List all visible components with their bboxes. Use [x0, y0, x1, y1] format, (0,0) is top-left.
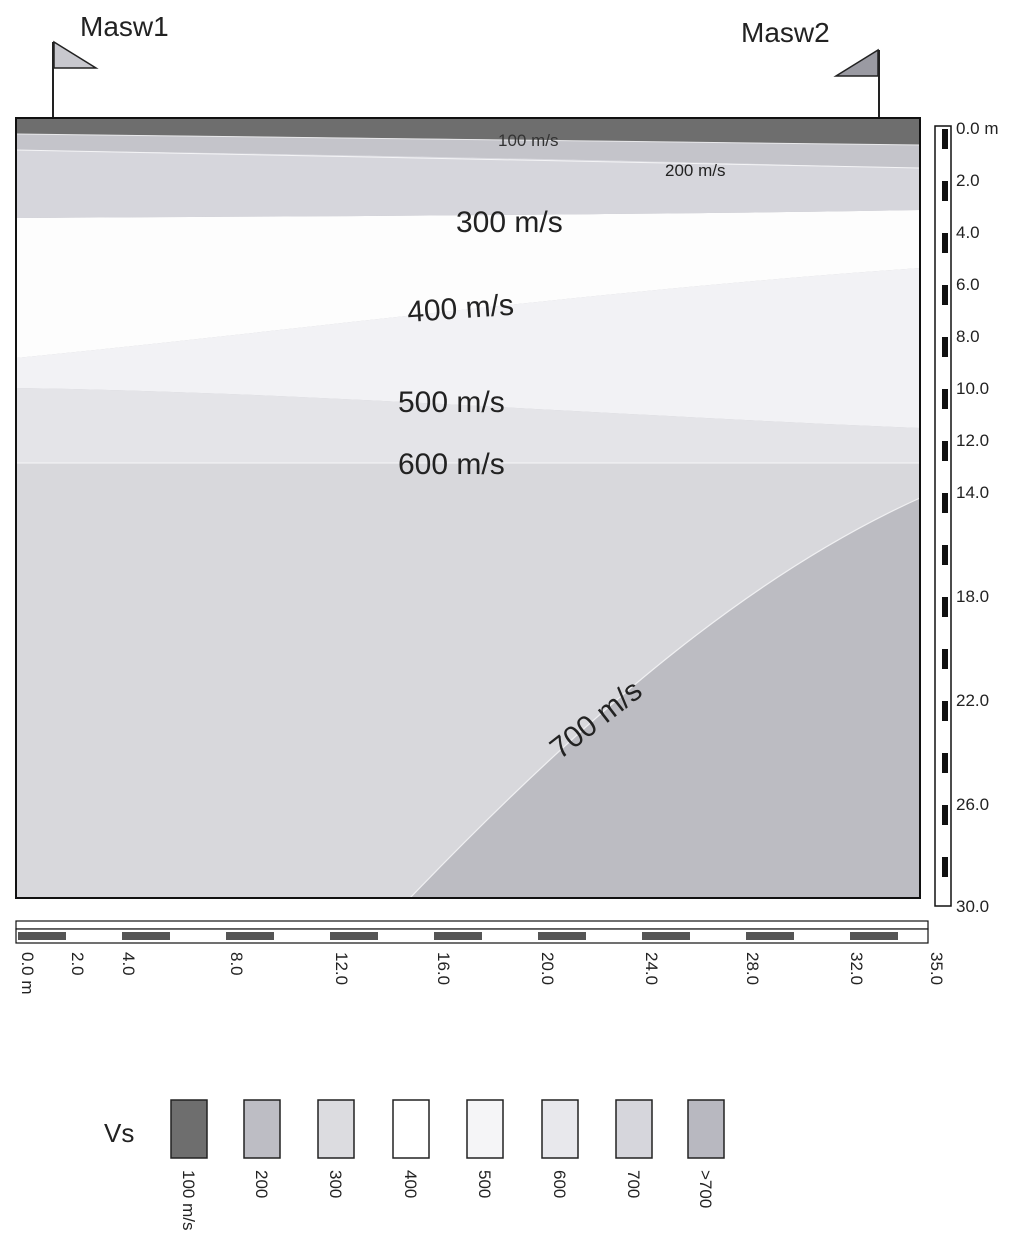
layer-700 [16, 463, 920, 898]
legend-swatch [541, 1099, 579, 1159]
section-panel: 100 m/s 200 m/s 300 m/s 400 m/s 500 m/s … [15, 117, 921, 899]
distance-tick-label: 16.0 [434, 952, 453, 985]
legend-swatch [687, 1099, 725, 1159]
legend-items: 100 m/s 200 300 400 500 600 700 >700 [170, 1099, 725, 1230]
depth-tick-label: 22.0 [956, 691, 989, 710]
section-frame [15, 117, 921, 899]
depth-tick-label: 0.0 m [956, 119, 999, 138]
depth-scale-segment [942, 441, 948, 461]
distance-tick-label: 8.0 [227, 952, 246, 976]
legend-title: Vs [104, 1118, 134, 1148]
depth-tick-label: 14.0 [956, 483, 989, 502]
distance-scale-segments [18, 932, 898, 940]
distance-scale-segment [538, 932, 586, 940]
depth-tick-label: 6.0 [956, 275, 980, 294]
legend-label: >700 [696, 1170, 715, 1208]
depth-scale-segment [942, 857, 948, 877]
distance-tick-label: 2.0 [68, 952, 87, 976]
distance-scale-segment [330, 932, 378, 940]
boundary-100-200 [15, 133, 921, 146]
depth-scale-segment [942, 233, 948, 253]
layer-label-200: 200 m/s [665, 161, 725, 180]
depth-scale-segment [942, 181, 948, 201]
layer-300 [16, 150, 920, 218]
depth-scale-segment [942, 701, 948, 721]
depth-scale: 0.0 m 2.0 4.0 6.0 8.0 10.0 12.0 14.0 18.0 22.0 26.… [934, 119, 999, 916]
legend-swatch [317, 1099, 355, 1159]
distance-scale: 0.0 m 2.0 4.0 8.0 12.0 16.0 20.0 24.0 28.0 32.0 35… [15, 920, 946, 995]
legend-swatch [170, 1099, 208, 1159]
layer-600 [16, 388, 920, 463]
depth-scale-segment [942, 285, 948, 305]
distance-scale-segment [434, 932, 482, 940]
depth-tick-label: 12.0 [956, 431, 989, 450]
distance-tick-label: 35.0 [927, 952, 946, 985]
distance-tick-label: 4.0 [119, 952, 138, 976]
layer-label-400: 400 m/s [406, 289, 515, 329]
layer-label-600: 600 m/s [398, 448, 505, 481]
layer-label-500: 500 m/s [398, 386, 505, 419]
legend: Vs 100 m/s 200 300 400 500 600 700 >700 [104, 1099, 725, 1230]
marker-masw2: Masw2 [741, 17, 880, 120]
legend-swatch [392, 1099, 430, 1159]
distance-tick-label: 28.0 [743, 952, 762, 985]
legend-swatch [466, 1099, 504, 1159]
legend-label: 300 [326, 1170, 345, 1198]
distance-scale-segment [18, 932, 66, 940]
depth-scale-segment [942, 545, 948, 565]
marker-masw1-flag-icon [53, 40, 99, 69]
layer-500 [16, 268, 920, 428]
distance-scale-top-strip [15, 920, 929, 930]
legend-swatch [243, 1099, 281, 1159]
distance-tick-label: 32.0 [847, 952, 866, 985]
legend-label: 400 [401, 1170, 420, 1198]
distance-tick-label: 0.0 m [18, 952, 37, 995]
depth-scale-segment [942, 805, 948, 825]
depth-tick-label: 2.0 [956, 171, 980, 190]
distance-tick-label: 20.0 [538, 952, 557, 985]
legend-label: 200 [252, 1170, 271, 1198]
depth-scale-segment [942, 389, 948, 409]
depth-scale-labels: 0.0 m 2.0 4.0 6.0 8.0 10.0 12.0 14.0 18.0 22.0 26.… [956, 119, 999, 916]
marker-masw1: Masw1 [52, 11, 169, 120]
distance-scale-segment [642, 932, 690, 940]
depth-scale-segment [942, 337, 948, 357]
distance-scale-segment [850, 932, 898, 940]
depth-tick-label: 26.0 [956, 795, 989, 814]
layer-label-100: 100 m/s [498, 131, 558, 150]
depth-scale-segment [942, 649, 948, 669]
depth-scale-segments [942, 129, 948, 877]
depth-scale-segment [942, 493, 948, 513]
legend-label: 100 m/s [179, 1170, 198, 1230]
distance-tick-label: 12.0 [332, 952, 351, 985]
depth-scale-segment [942, 129, 948, 149]
marker-masw2-label: Masw2 [741, 17, 830, 48]
layer-400 [16, 210, 920, 358]
marker-masw1-label: Masw1 [80, 11, 169, 42]
distance-scale-segment [746, 932, 794, 940]
distance-scale-segment [122, 932, 170, 940]
boundary-700-gt700 [409, 497, 921, 899]
depth-scale-segment [942, 597, 948, 617]
depth-tick-label: 10.0 [956, 379, 989, 398]
depth-tick-label: 18.0 [956, 587, 989, 606]
layer-label-300: 300 m/s [456, 206, 563, 239]
depth-tick-label: 30.0 [956, 897, 989, 916]
depth-tick-label: 4.0 [956, 223, 980, 242]
legend-swatch [615, 1099, 653, 1159]
depth-tick-label: 8.0 [956, 327, 980, 346]
legend-label: 500 [475, 1170, 494, 1198]
distance-scale-labels: 0.0 m 2.0 4.0 8.0 12.0 16.0 20.0 24.0 28.0 32.0 35… [18, 952, 946, 995]
layer-100 [16, 118, 920, 145]
depth-scale-segment [942, 753, 948, 773]
marker-masw2-flag-icon [833, 48, 879, 77]
legend-label: 600 [550, 1170, 569, 1198]
distance-scale-segment [226, 932, 274, 940]
distance-tick-label: 24.0 [642, 952, 661, 985]
legend-label: 700 [624, 1170, 643, 1198]
